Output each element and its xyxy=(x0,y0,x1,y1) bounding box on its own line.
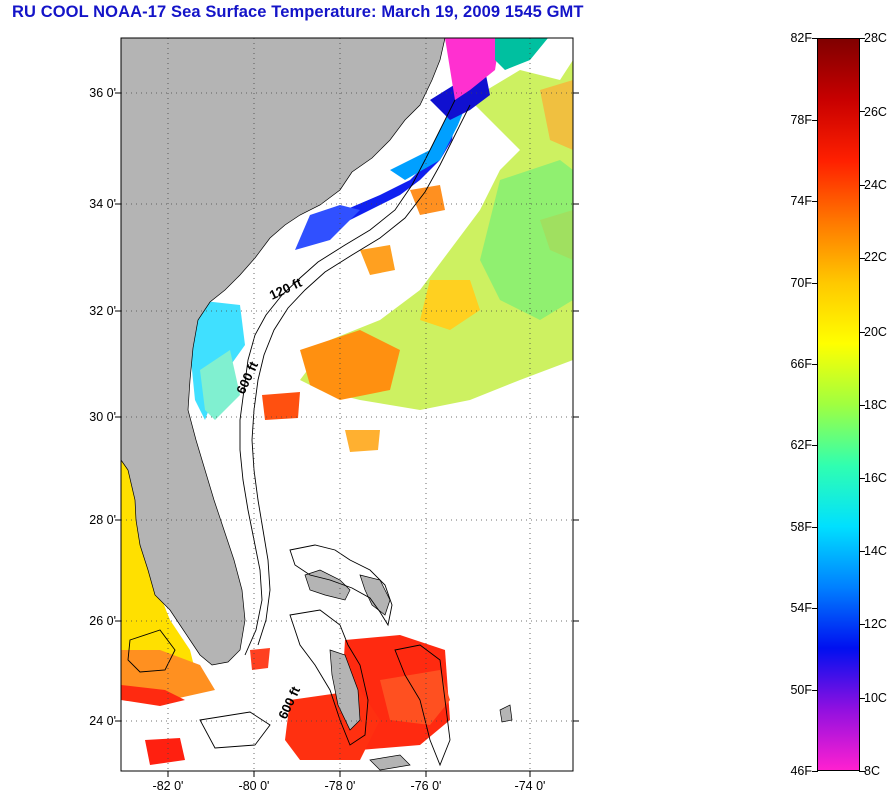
colorbar-tick xyxy=(812,38,818,39)
lat-label-28: 28 0' xyxy=(89,513,116,527)
temperature-colorbar xyxy=(817,38,860,771)
colorbar-tick xyxy=(859,258,865,259)
land xyxy=(120,37,513,771)
plot-frame xyxy=(120,37,574,772)
colorbar-tick xyxy=(859,38,865,39)
colorbar-tick xyxy=(812,120,818,121)
colorbar-c-label: 22C xyxy=(864,250,887,264)
colorbar-tick xyxy=(812,690,818,691)
colorbar-f-label: 82F xyxy=(790,31,812,45)
colorbar-f-label: 66F xyxy=(790,357,812,371)
colorbar-tick xyxy=(859,551,865,552)
colorbar-c-label: 20C xyxy=(864,325,887,339)
colorbar-c-label: 18C xyxy=(864,398,887,412)
lat-label-34: 34 0' xyxy=(89,197,116,211)
colorbar-tick xyxy=(812,445,818,446)
lat-label-30: 30 0' xyxy=(89,410,116,424)
colorbar-f-label: 54F xyxy=(790,601,812,615)
colorbar-tick xyxy=(859,111,865,112)
lat-label-36: 36 0' xyxy=(89,86,116,100)
lon-label-74: -74 0' xyxy=(514,779,546,793)
sst-patches xyxy=(121,38,573,765)
colorbar-f-label: 46F xyxy=(790,764,812,778)
colorbar-c-label: 10C xyxy=(864,691,887,705)
colorbar-tick xyxy=(812,364,818,365)
lon-label-82: -82 0' xyxy=(152,779,184,793)
colorbar-f-label: 62F xyxy=(790,438,812,452)
lon-label-78: -78 0' xyxy=(324,779,356,793)
colorbar-f-label: 58F xyxy=(790,520,812,534)
colorbar-f-label: 78F xyxy=(790,113,812,127)
colorbar-c-label: 8C xyxy=(864,764,880,778)
colorbar-f-label: 70F xyxy=(790,276,812,290)
colorbar-tick xyxy=(812,771,818,772)
colorbar-tick xyxy=(812,527,818,528)
colorbar-c-label: 12C xyxy=(864,617,887,631)
colorbar-tick xyxy=(812,201,818,202)
colorbar-c-label: 28C xyxy=(864,31,887,45)
colorbar-tick xyxy=(859,332,865,333)
colorbar-tick xyxy=(812,608,818,609)
colorbar-tick xyxy=(859,478,865,479)
axis-ticks xyxy=(115,92,579,777)
colorbar-c-label: 14C xyxy=(864,544,887,558)
colorbar-f-label: 74F xyxy=(790,194,812,208)
colorbar-c-label: 26C xyxy=(864,105,887,119)
map-title: RU COOL NOAA-17 Sea Surface Temperature:… xyxy=(12,3,584,21)
lat-label-32: 32 0' xyxy=(89,304,116,318)
colorbar-tick xyxy=(859,698,865,699)
lat-label-24: 24 0' xyxy=(89,714,116,728)
lat-label-26: 26 0' xyxy=(89,614,116,628)
colorbar-tick xyxy=(812,283,818,284)
colorbar-tick xyxy=(859,624,865,625)
colorbar-c-label: 24C xyxy=(864,178,887,192)
lon-label-76: -76 0' xyxy=(410,779,442,793)
lon-label-80: -80 0' xyxy=(238,779,270,793)
colorbar-tick xyxy=(859,771,865,772)
colorbar-c-label: 16C xyxy=(864,471,887,485)
colorbar-tick xyxy=(859,405,865,406)
grid-lines xyxy=(121,38,573,771)
colorbar-tick xyxy=(859,185,865,186)
colorbar-f-label: 50F xyxy=(790,683,812,697)
